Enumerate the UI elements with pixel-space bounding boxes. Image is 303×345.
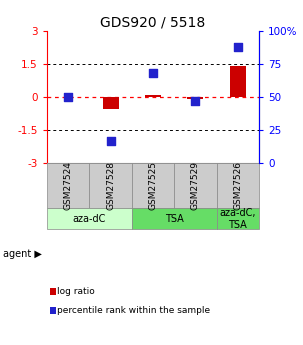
- Text: GSM27526: GSM27526: [233, 161, 242, 210]
- Bar: [217, 208, 259, 229]
- Bar: [47, 208, 132, 229]
- Bar: [145, 95, 161, 97]
- Bar: [47, 163, 89, 208]
- Text: aza-dC,
TSA: aza-dC, TSA: [220, 208, 256, 230]
- Text: GSM27529: GSM27529: [191, 161, 200, 210]
- Bar: [230, 66, 246, 97]
- Bar: [174, 163, 217, 208]
- Point: [193, 98, 198, 104]
- Text: TSA: TSA: [165, 214, 184, 224]
- Text: aza-dC: aza-dC: [73, 214, 106, 224]
- Text: log ratio: log ratio: [57, 287, 95, 296]
- Title: GDS920 / 5518: GDS920 / 5518: [100, 16, 206, 30]
- Bar: [187, 97, 204, 99]
- Point: [108, 138, 113, 144]
- Bar: [132, 163, 174, 208]
- Text: agent ▶: agent ▶: [3, 249, 42, 258]
- Point: [235, 44, 240, 50]
- Text: GSM27524: GSM27524: [64, 161, 73, 210]
- Bar: [102, 97, 119, 109]
- Point: [151, 71, 155, 76]
- Text: GSM27528: GSM27528: [106, 161, 115, 210]
- Bar: [132, 208, 217, 229]
- Text: percentile rank within the sample: percentile rank within the sample: [57, 306, 210, 315]
- Bar: [217, 163, 259, 208]
- Text: GSM27525: GSM27525: [148, 161, 158, 210]
- Bar: [89, 163, 132, 208]
- Point: [66, 95, 71, 100]
